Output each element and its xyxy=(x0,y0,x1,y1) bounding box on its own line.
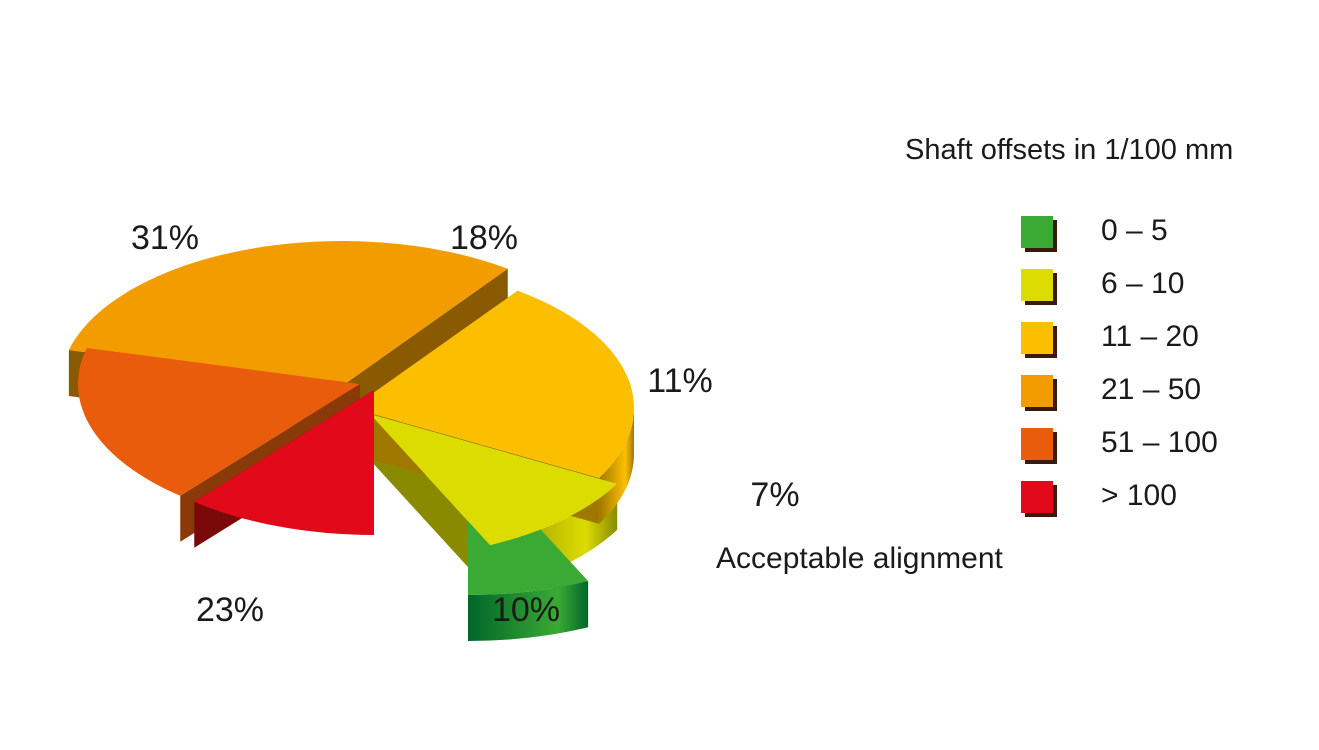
legend-label: 0 – 5 xyxy=(1101,214,1168,247)
pie-slice-23pct xyxy=(352,290,634,478)
acceptable-alignment-annotation: Acceptable alignment xyxy=(716,542,1004,575)
legend-item-51-100: 51 – 100 xyxy=(905,424,1295,477)
slice-label: 10% xyxy=(492,591,560,629)
legend-label: 51 – 100 xyxy=(1101,426,1218,459)
legend-swatch xyxy=(1021,375,1053,407)
slice-label: 7% xyxy=(750,476,799,514)
legend-swatch xyxy=(1021,216,1053,248)
pie-labels: 7% 10% 23% 31% 18% 11% xyxy=(131,219,800,629)
legend-item-over-100: > 100 xyxy=(905,477,1295,530)
legend-item-6-10: 6 – 10 xyxy=(905,265,1295,318)
legend-item-0-5: 0 – 5 xyxy=(905,212,1295,265)
legend-label: 6 – 10 xyxy=(1101,267,1185,300)
legend-label: 11 – 20 xyxy=(1101,320,1199,353)
legend-item-11-20: 11 – 20 xyxy=(905,318,1295,371)
legend-label: > 100 xyxy=(1101,479,1177,512)
legend-title: Shaft offsets in 1/100 mm xyxy=(905,134,1234,166)
legend-item-21-50: 21 – 50 xyxy=(905,371,1295,424)
slice-rim xyxy=(599,408,634,524)
legend-swatch xyxy=(1021,269,1053,301)
slice-label: 18% xyxy=(450,219,518,257)
legend: Shaft offsets in 1/100 mm 0 – 5 6 – 10 1… xyxy=(905,130,1295,530)
pie-slice-10pct xyxy=(370,414,618,546)
slice-rim xyxy=(468,581,589,641)
slice-label: 23% xyxy=(196,591,264,629)
pie-slice-31pct xyxy=(68,241,508,386)
slice-label: 31% xyxy=(131,219,199,257)
legend-rows: 0 – 5 6 – 10 11 – 20 21 – 50 51 – 100 > … xyxy=(905,212,1295,530)
legend-swatch xyxy=(1021,322,1053,354)
legend-swatch xyxy=(1021,428,1053,460)
pie-tops xyxy=(68,241,634,595)
slice-label: 11% xyxy=(647,362,713,400)
legend-label: 21 – 50 xyxy=(1101,373,1202,406)
pie-slice-11pct xyxy=(194,390,374,535)
pie-slice-18pct xyxy=(78,347,360,496)
legend-swatch xyxy=(1021,481,1053,513)
